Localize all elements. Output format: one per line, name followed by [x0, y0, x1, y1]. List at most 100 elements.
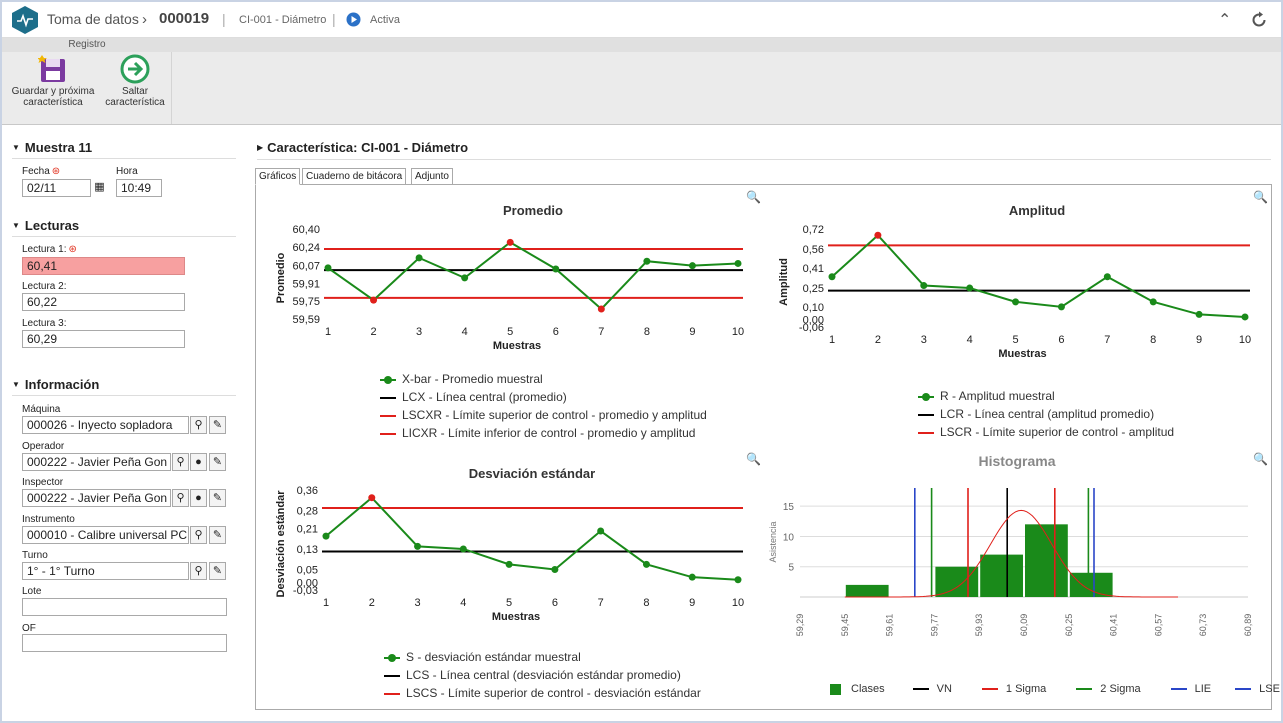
legend-item[interactable]: LCX - Línea central (promedio)	[380, 388, 707, 406]
x-tick-label: 60,57	[1153, 614, 1163, 637]
y-tick-label: 0,56	[803, 244, 824, 256]
instrument-input[interactable]: 000010 - Calibre universal PC	[22, 526, 189, 544]
chart-title: Desviación estándar	[469, 466, 595, 481]
y-tick-label: 0,36	[297, 485, 318, 497]
data-point	[828, 273, 836, 281]
info-section-title[interactable]: ▼ Información	[12, 377, 99, 392]
sample-section-title[interactable]: ▼ Muestra 11	[12, 140, 92, 155]
save-next-button[interactable]: Guardar y próxima característica	[6, 54, 100, 108]
readings-section-title[interactable]: ▼ Lecturas	[12, 218, 79, 233]
data-point	[459, 545, 467, 553]
inspector-user-icon[interactable]: ●	[190, 489, 207, 507]
x-tick-label: 5	[506, 597, 512, 609]
zoom-icon[interactable]: 🔍	[1253, 190, 1268, 204]
collapse-icon[interactable]: ⌃	[1218, 12, 1232, 29]
y-tick-label: -0,03	[293, 585, 318, 597]
legend-item[interactable]: LSCS - Límite superior de control - desv…	[384, 684, 701, 702]
legend-item[interactable]: 1 Sigma	[981, 683, 1046, 695]
y-tick-label: 0,00	[803, 314, 824, 326]
date-input[interactable]: 02/11	[22, 179, 91, 197]
x-tick-label: 59,77	[929, 614, 939, 637]
legend-label: LCX - Línea central (promedio)	[402, 390, 567, 404]
data-point	[642, 560, 650, 568]
tab-adjunto[interactable]: Adjunto	[411, 168, 453, 185]
y-tick-label: 0,41	[803, 263, 824, 275]
characteristic-title[interactable]: ▶ Característica: CI-001 - Diámetro	[257, 140, 468, 155]
y-axis-label: Promedio	[275, 252, 287, 303]
zoom-icon[interactable]: 🔍	[1253, 452, 1268, 466]
inspector-clear-icon[interactable]: ✎	[209, 489, 226, 507]
machine-input[interactable]: 000026 - Inyecto sopladora	[22, 416, 189, 434]
calendar-icon[interactable]: ▦	[94, 181, 105, 193]
app-title[interactable]: Toma de datos	[47, 11, 139, 27]
of-input[interactable]	[22, 634, 227, 652]
date-label-text: Fecha	[22, 166, 50, 177]
reading-2-input[interactable]: 60,22	[22, 293, 185, 311]
shift-search-icon[interactable]: ⚲	[190, 562, 207, 580]
data-point	[324, 264, 332, 272]
operator-clear-icon[interactable]: ✎	[209, 453, 226, 471]
chart-amplitud: Amplitud 0,72 0,56 0,41 0,25 0,100,00-0,06 1 2 3…	[778, 203, 1251, 360]
inspector-search-icon[interactable]: ⚲	[172, 489, 189, 507]
breadcrumb-separator: ›	[142, 11, 147, 28]
zoom-icon[interactable]: 🔍	[746, 190, 761, 204]
legend-item[interactable]: LCR - Línea central (amplitud promedio)	[918, 405, 1174, 423]
reading-1-input[interactable]: 60,41	[22, 257, 185, 275]
data-point	[1149, 298, 1157, 306]
legend-item[interactable]: VN	[912, 683, 952, 695]
reading-1-label: Lectura 1: ⊛	[22, 244, 77, 255]
skip-button[interactable]: Saltar característica	[102, 54, 168, 108]
legend-item[interactable]: X-bar - Promedio muestral	[380, 370, 707, 388]
required-icon: ⊛	[68, 244, 77, 255]
data-point	[966, 284, 974, 292]
instrument-search-icon[interactable]: ⚲	[190, 526, 207, 544]
shift-input[interactable]: 1° - 1° Turno	[22, 562, 189, 580]
charts-panel	[255, 184, 1272, 710]
operator-user-icon[interactable]: ●	[190, 453, 207, 471]
inspector-label: Inspector	[22, 477, 64, 488]
inspector-input[interactable]: 000222 - Javier Peña Gon	[22, 489, 171, 507]
operator-input[interactable]: 000222 - Javier Peña Gon	[22, 453, 171, 471]
legend-item[interactable]: 2 Sigma	[1076, 683, 1141, 695]
legend-histograma: Clases VN 1 Sigma 2 Sigma LIE LSE	[830, 683, 1280, 695]
x-tick-label: 3	[414, 597, 420, 609]
save-next-label-1: Guardar y próxima	[11, 86, 95, 97]
legend-item[interactable]: S - desviación estándar muestral	[384, 648, 701, 666]
instrument-clear-icon[interactable]: ✎	[209, 526, 226, 544]
data-point	[368, 494, 376, 502]
machine-clear-icon[interactable]: ✎	[209, 416, 226, 434]
zoom-icon[interactable]: 🔍	[746, 452, 761, 466]
legend-item[interactable]: LIE	[1170, 683, 1211, 695]
x-tick-label: 1	[323, 597, 329, 609]
y-tick-label: 59,59	[292, 314, 320, 326]
tab-cuaderno-bitacora[interactable]: Cuaderno de bitácora	[302, 168, 407, 185]
tab-graficos[interactable]: Gráficos	[255, 168, 301, 185]
legend-item[interactable]: LSE	[1235, 683, 1280, 695]
x-tick-label: 7	[598, 597, 604, 609]
x-tick-label: 8	[643, 597, 649, 609]
x-tick-label: 8	[1150, 334, 1156, 346]
legend-item[interactable]: Clases	[830, 683, 885, 695]
legend-swatch	[384, 674, 400, 677]
refresh-icon[interactable]	[1250, 11, 1268, 29]
y-tick-label: 60,07	[292, 261, 320, 273]
divider	[257, 159, 1271, 160]
legend-item[interactable]: LICXR - Límite inferior de control - pro…	[380, 424, 707, 442]
legend-item[interactable]: LSCXR - Límite superior de control - pro…	[380, 406, 707, 424]
time-input[interactable]: 10:49	[116, 179, 162, 197]
legend-item[interactable]: LSCR - Límite superior de control - ampl…	[918, 423, 1174, 441]
y-tick-label: 5	[788, 563, 794, 574]
machine-search-icon[interactable]: ⚲	[190, 416, 207, 434]
legend-item[interactable]: LCS - Línea central (desviación estándar…	[384, 666, 701, 684]
data-point	[1012, 298, 1020, 306]
divider	[12, 395, 236, 396]
divider	[12, 158, 236, 159]
reading-3-input[interactable]: 60,29	[22, 330, 185, 348]
lot-input[interactable]	[22, 598, 227, 616]
shift-clear-icon[interactable]: ✎	[209, 562, 226, 580]
x-tick-label: 59,93	[974, 614, 984, 637]
legend-label: LSCR - Límite superior de control - ampl…	[940, 425, 1175, 439]
legend-item[interactable]: R - Amplitud muestral	[918, 387, 1174, 405]
operator-search-icon[interactable]: ⚲	[172, 453, 189, 471]
